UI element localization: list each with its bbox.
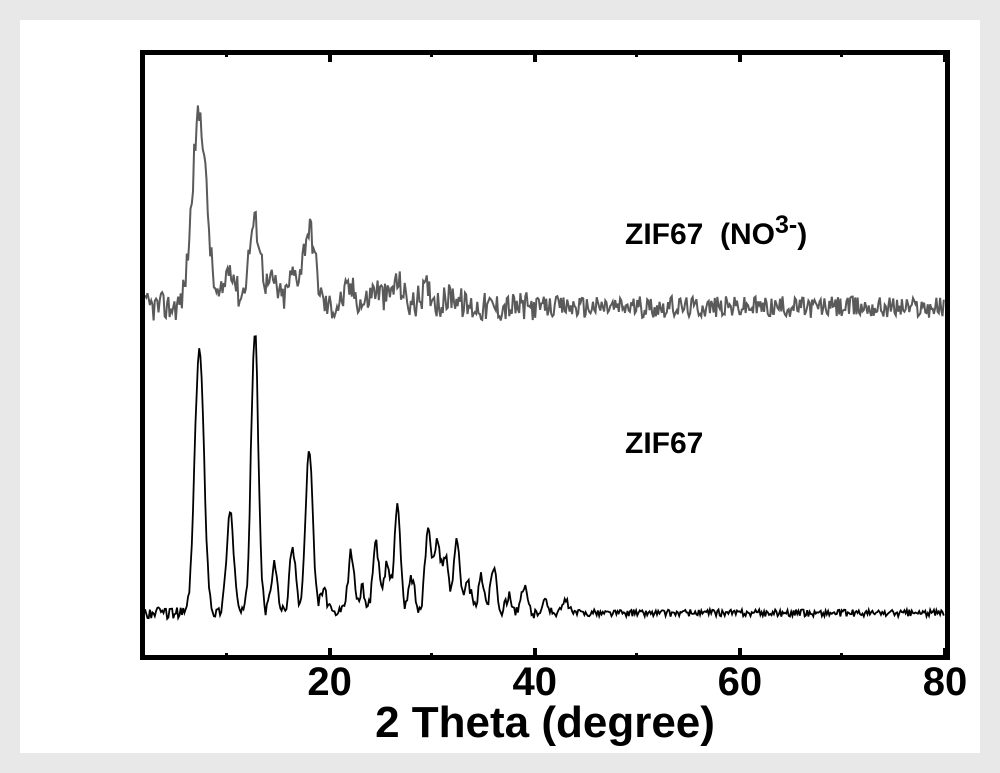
major-tick-bottom <box>738 648 742 660</box>
series-label-zif67-(no³⁻): ZIF67 (NO3-) <box>625 211 807 252</box>
minor-tick-top <box>840 50 843 57</box>
series-label-zif67: ZIF67 <box>625 427 703 461</box>
major-tick-top <box>943 50 947 62</box>
major-tick-top <box>738 50 742 62</box>
x-tick-label: 40 <box>512 660 557 705</box>
minor-tick-top <box>635 50 638 57</box>
minor-tick-bottom <box>840 653 843 660</box>
x-tick-label: 80 <box>923 660 968 705</box>
minor-tick-top <box>225 50 228 57</box>
figure-container: Intensity (a.u.) 2 Theta (degree) ZIF67 … <box>20 20 980 753</box>
series-zif67-(no³⁻) <box>145 106 944 321</box>
plot-area: ZIF67 (NO3-) ZIF67 <box>140 50 950 660</box>
x-tick-label: 20 <box>307 660 352 705</box>
major-tick-bottom <box>943 648 947 660</box>
major-tick-top <box>533 50 537 62</box>
minor-tick-bottom <box>225 653 228 660</box>
x-axis-label: 2 Theta (degree) <box>140 698 950 748</box>
minor-tick-top <box>430 50 433 57</box>
minor-tick-bottom <box>635 653 638 660</box>
xrd-svg <box>145 55 945 655</box>
x-tick-label: 60 <box>718 660 763 705</box>
minor-tick-bottom <box>430 653 433 660</box>
major-tick-bottom <box>533 648 537 660</box>
major-tick-top <box>328 50 332 62</box>
major-tick-bottom <box>328 648 332 660</box>
series-zif67 <box>145 336 944 619</box>
